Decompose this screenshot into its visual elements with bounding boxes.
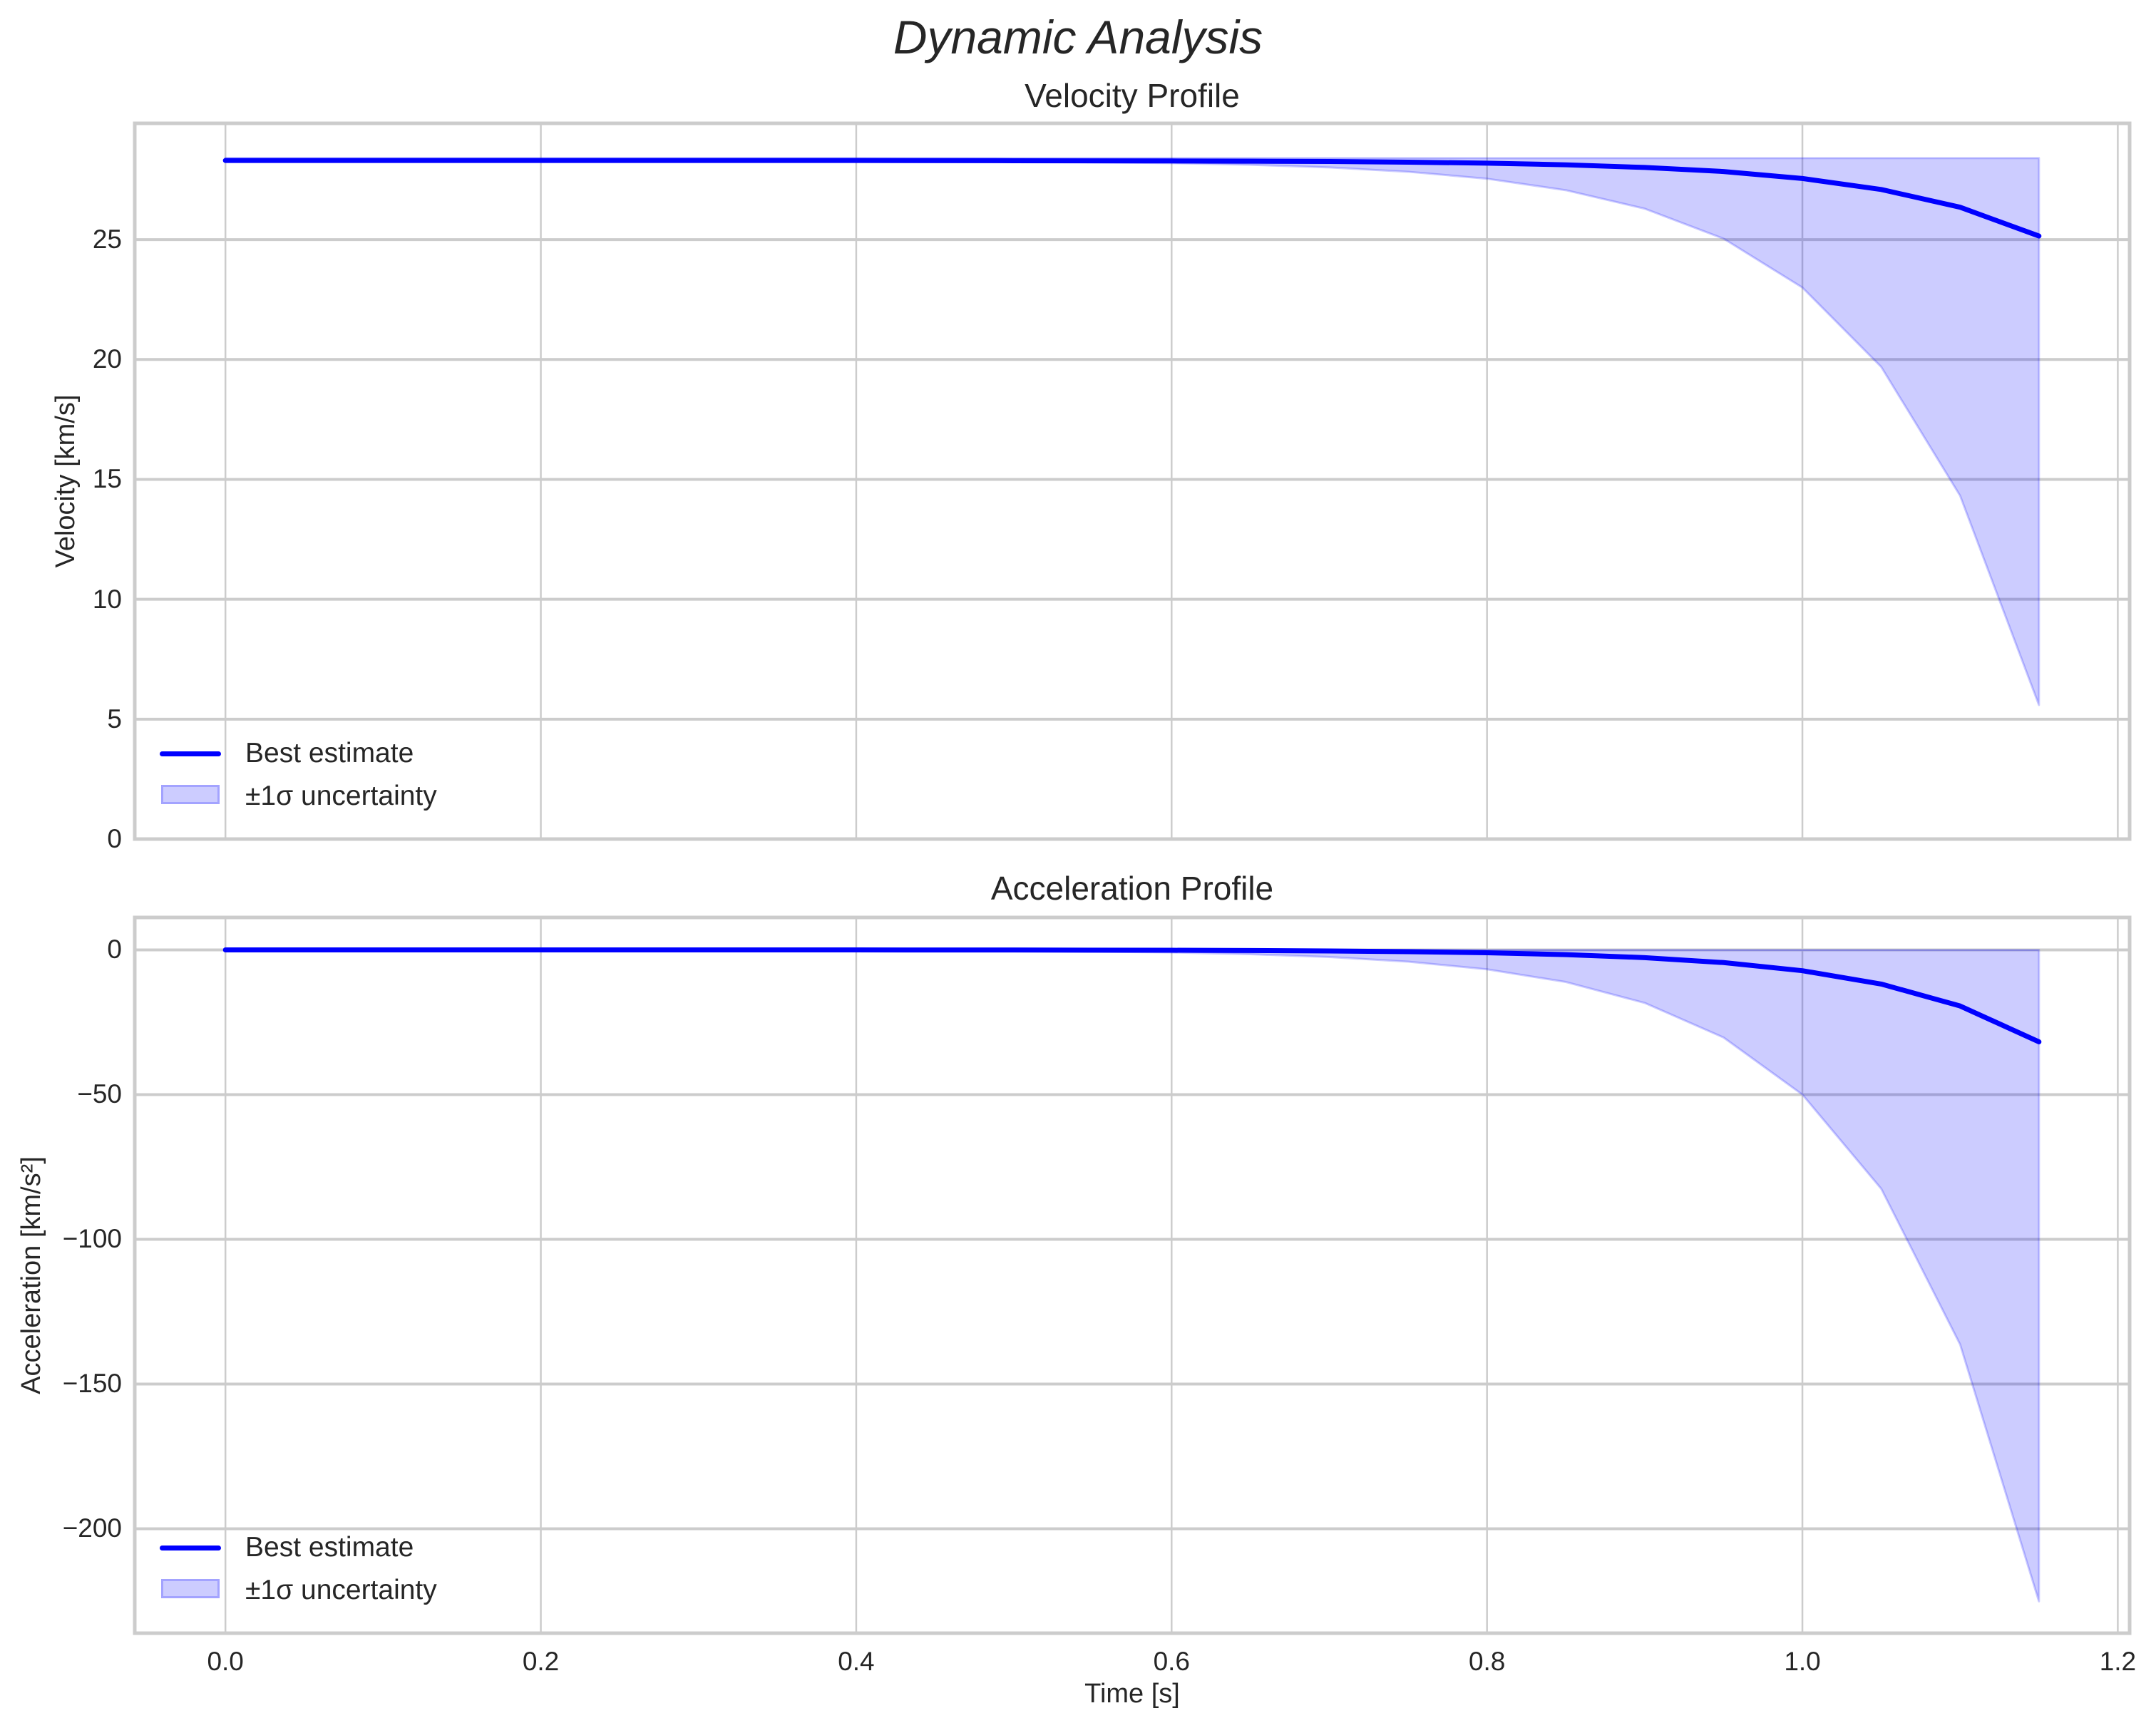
velocity-plot-title: Velocity Profile <box>1025 77 1240 114</box>
legend-label: Best estimate <box>245 738 414 768</box>
y-tick-label: 0 <box>107 935 122 965</box>
y-tick-label: −50 <box>77 1079 122 1109</box>
x-tick-label: 0.8 <box>1468 1647 1506 1676</box>
band-swatch-icon <box>161 1579 220 1598</box>
x-tick-label: 0.6 <box>1153 1647 1190 1676</box>
y-tick-label: 5 <box>107 704 122 734</box>
x-tick-label: 0.4 <box>838 1647 875 1676</box>
acceleration-axes-frame <box>133 915 2132 1635</box>
legend-label: Best estimate <box>245 1532 414 1563</box>
line-swatch-icon <box>160 1546 221 1550</box>
x-tick-label: 0.0 <box>207 1647 244 1676</box>
y-tick-label: −150 <box>62 1369 122 1399</box>
legend-label: ±1σ uncertainty <box>245 781 437 811</box>
x-tick-label: 1.2 <box>2099 1647 2137 1676</box>
acceleration-uncertainty-band <box>224 948 2040 1603</box>
x-tick-label: 0.2 <box>522 1647 560 1676</box>
acceleration-best-estimate-line <box>222 947 2042 1044</box>
y-tick-label: −100 <box>62 1224 122 1254</box>
y-tick-label: 25 <box>92 225 122 254</box>
band-swatch-icon <box>161 785 220 804</box>
velocity-best-estimate-line <box>222 158 2042 239</box>
y-tick-label: 15 <box>92 464 122 494</box>
velocity-axes-frame <box>133 121 2132 841</box>
y-tick-label: 0 <box>107 824 122 853</box>
acceleration-plot-title: Acceleration Profile <box>990 870 1274 907</box>
y-tick-label: 10 <box>92 584 122 614</box>
x-axis-label: Time [s] <box>1084 1679 1180 1709</box>
figure-title: Dynamic Analysis <box>893 11 1263 63</box>
legend-label: ±1σ uncertainty <box>245 1575 437 1605</box>
line-swatch-icon <box>160 751 221 756</box>
x-tick-label: 1.0 <box>1784 1647 1821 1676</box>
y-tick-label: 20 <box>92 344 122 374</box>
y-tick-label: −200 <box>62 1513 122 1543</box>
